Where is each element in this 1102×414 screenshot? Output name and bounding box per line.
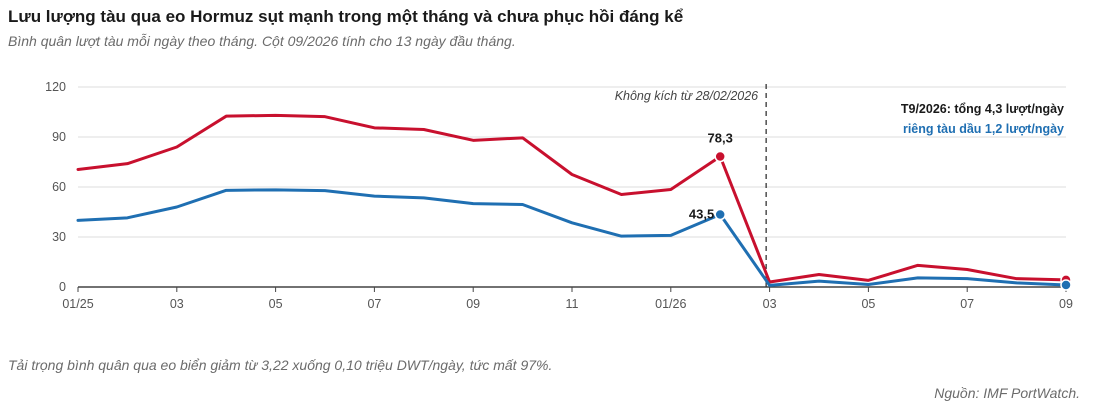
series-lines [76,113,1068,287]
series-points [714,150,1072,291]
y-tick-label: 0 [59,280,66,294]
y-tick-label: 120 [45,80,66,94]
y-tick-label: 90 [52,130,66,144]
tanker-peak-point [714,208,726,221]
y-tick-label: 60 [52,180,66,194]
source-credit: Nguồn: IMF PortWatch. [934,385,1080,401]
tanker-series-line [76,188,1068,287]
tanker-last-point [1060,279,1072,291]
x-tick-label: 05 [269,297,283,311]
x-tick-label: 09 [466,297,480,311]
x-tick-label: 11 [566,297,579,311]
event-label: Không kích từ 28/02/2026 [615,89,758,103]
chart-subtitle: Bình quân lượt tàu mỗi ngày theo tháng. … [8,33,516,49]
total-peak-label: 78,3 [708,131,733,146]
tanker-peak-label: 43,5 [689,207,714,222]
y-axis-ticks: 0 30 60 90 120 [45,80,66,294]
footnote: Tải trọng bình quân qua eo biển giảm từ … [8,357,553,373]
x-tick-label: 05 [861,297,875,311]
x-axis-ticks: 01/25 03 05 07 09 11 01/26 03 05 07 09 [62,287,1073,311]
last-total-label: T9/2026: tổng 4,3 lượt/ngày [901,102,1064,116]
y-tick-label: 30 [52,230,66,244]
x-tick-label: 07 [367,297,381,311]
x-tick-label: 03 [170,297,184,311]
x-tick-label: 09 [1059,297,1073,311]
x-tick-label: 07 [960,297,974,311]
event-marker: Không kích từ 28/02/2026 [615,84,767,287]
total-peak-point [714,150,726,163]
x-tick-label: 01/25 [62,297,93,311]
total-series-line [76,113,1068,284]
x-tick-label: 01/26 [655,297,686,311]
x-tick-label: 03 [763,297,777,311]
chart-title: Lưu lượng tàu qua eo Hormuz sụt mạnh tro… [8,7,684,26]
last-tanker-label: riêng tàu dầu 1,2 lượt/ngày [903,122,1064,136]
